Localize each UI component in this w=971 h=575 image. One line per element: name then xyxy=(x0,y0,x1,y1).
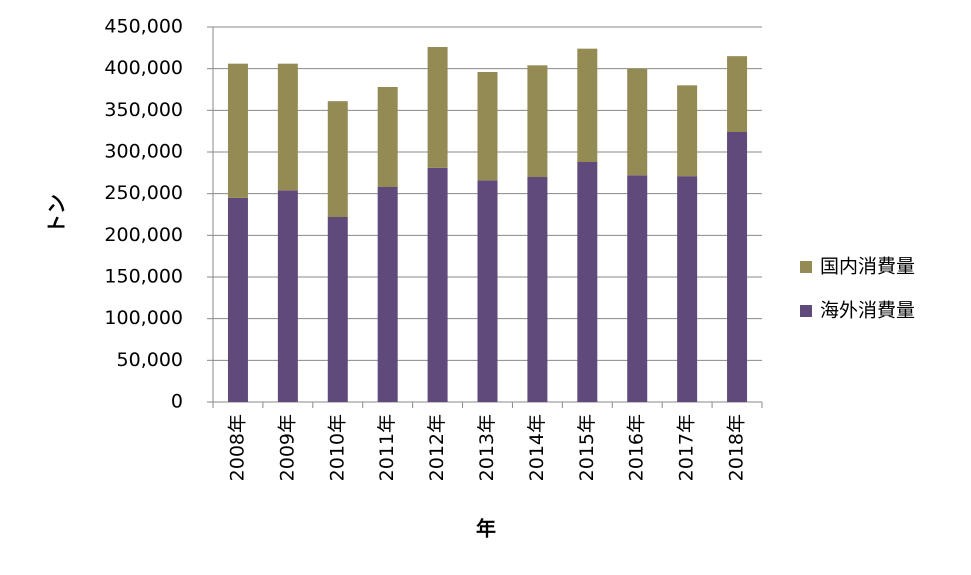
x-tick-label: 2011年 xyxy=(376,414,398,481)
bar-segment xyxy=(527,177,548,402)
y-tick-label: 300,000 xyxy=(104,141,183,163)
y-tick-label: 50,000 xyxy=(117,349,183,371)
bar-segment xyxy=(627,175,648,402)
x-tick-label: 2013年 xyxy=(476,414,498,481)
bar-segment xyxy=(677,176,698,402)
x-tick-label: 2012年 xyxy=(426,414,448,481)
y-axis-title: トン xyxy=(45,194,69,234)
bar-segment xyxy=(277,190,298,402)
legend-label: 海外消費量 xyxy=(820,300,915,322)
x-tick-label: 2016年 xyxy=(626,414,648,481)
y-tick-label: 450,000 xyxy=(104,16,183,38)
x-tick-label: 2009年 xyxy=(276,414,298,481)
bar-segment xyxy=(227,63,248,198)
y-tick-label: 0 xyxy=(171,391,183,413)
bar-segment xyxy=(377,187,398,402)
y-tick-label: 100,000 xyxy=(104,307,183,329)
x-tick-label: 2014年 xyxy=(526,414,548,481)
legend-swatch xyxy=(800,305,812,317)
bar-segment xyxy=(477,72,498,181)
bar-segment xyxy=(327,217,348,402)
x-axis-title: 年 xyxy=(476,517,496,541)
bar-segment xyxy=(377,87,398,187)
bar-segment xyxy=(527,65,548,177)
bar-segment xyxy=(327,101,348,217)
bar-segment xyxy=(677,85,698,177)
x-tick-label: 2015年 xyxy=(576,414,598,481)
bar-segment xyxy=(227,197,248,402)
y-tick-label: 400,000 xyxy=(104,57,183,79)
bar-segment xyxy=(477,180,498,402)
y-tick-label: 350,000 xyxy=(104,99,183,121)
bar-segment xyxy=(277,63,298,191)
bar-segment xyxy=(627,68,648,176)
bar-segment xyxy=(427,47,448,168)
bar-segment xyxy=(727,132,748,402)
x-tick-label: 2008年 xyxy=(226,414,248,481)
x-tick-label: 2010年 xyxy=(326,414,348,481)
y-tick-label: 150,000 xyxy=(104,266,183,288)
bar-segment xyxy=(727,56,748,132)
bar-segment xyxy=(577,162,598,402)
bar-segment xyxy=(577,48,598,162)
x-tick-label: 2017年 xyxy=(676,414,698,481)
x-tick-label: 2018年 xyxy=(726,414,748,481)
bar-segment xyxy=(427,167,448,402)
y-tick-label: 200,000 xyxy=(104,224,183,246)
y-tick-label: 250,000 xyxy=(104,182,183,204)
legend-swatch xyxy=(800,261,812,273)
legend-label: 国内消費量 xyxy=(820,256,915,278)
